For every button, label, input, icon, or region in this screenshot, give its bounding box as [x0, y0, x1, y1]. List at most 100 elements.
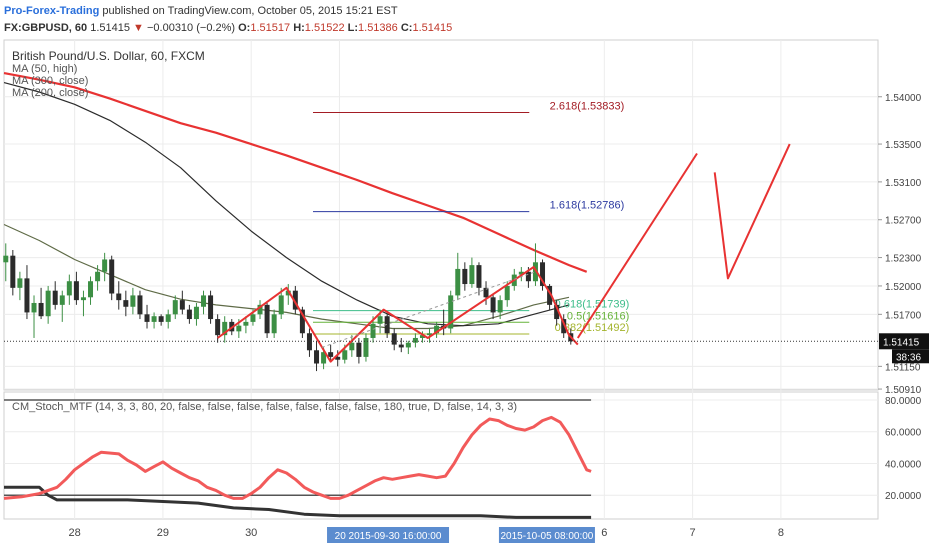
low-value: 1.51386	[358, 22, 398, 34]
last-price-badge	[879, 333, 929, 350]
candle-body	[448, 295, 454, 329]
countdown-text: 38:36	[896, 352, 921, 363]
x-tick-label: 30	[245, 527, 257, 539]
author-link[interactable]: Pro-Forex-Trading	[4, 5, 100, 17]
candle-body	[540, 262, 546, 286]
candle-body	[412, 337, 418, 343]
fib-level-label: 0.618(1.51739)	[555, 299, 630, 311]
candle-body	[31, 302, 37, 313]
candle-body	[469, 265, 475, 285]
candle-body	[116, 293, 122, 301]
candle-body	[504, 285, 510, 301]
candle-body	[59, 295, 65, 305]
y-tick-label: 1.52700	[885, 216, 922, 227]
candle-body	[497, 300, 503, 313]
open-value: 1.51517	[250, 22, 291, 34]
candle-body	[377, 316, 383, 324]
candle-body	[356, 342, 362, 357]
candle-body	[518, 271, 524, 275]
x-tick-label: 28	[69, 527, 81, 539]
candle-body	[66, 281, 72, 296]
stoch-tick-label: 40.0000	[885, 459, 922, 470]
candle-body	[285, 290, 291, 296]
candle-body	[52, 290, 58, 305]
symbol-label: FX:GBPUSD, 60	[4, 22, 88, 34]
candle-body	[109, 259, 115, 294]
candle-body	[271, 314, 277, 334]
candle-body	[384, 316, 390, 334]
ma-200-close-line	[3, 72, 588, 273]
candle-body	[278, 295, 284, 315]
high-value: 1.51522	[304, 22, 345, 34]
candle-body	[363, 337, 369, 357]
candle-body	[257, 304, 263, 315]
candle-body	[455, 268, 461, 296]
candle-body	[434, 325, 440, 334]
legend-ma-300: MA (300, close)	[12, 75, 89, 87]
pattern-zigzag-line	[217, 266, 579, 363]
candle-body	[95, 271, 101, 282]
stoch-k-line	[3, 415, 592, 500]
candle-body	[179, 300, 185, 310]
candle-body	[321, 352, 327, 364]
y-tick-label: 1.53500	[885, 140, 922, 151]
candle-body	[299, 309, 305, 334]
price-change: −0.00310 (−0.2%)	[146, 22, 236, 34]
stoch-pane	[3, 391, 879, 520]
time-badge-text: 2015-10-05 08:00:00	[501, 531, 594, 542]
last-price: 1.51415	[90, 22, 130, 34]
candle-body	[10, 255, 16, 288]
y-tick-label: 1.51150	[885, 362, 921, 373]
fib-level-label: 2.618(1.53833)	[550, 101, 625, 113]
candle-body	[208, 295, 214, 320]
candle-body	[490, 297, 496, 313]
candle-body	[419, 335, 425, 338]
main-legend: British Pound/U.S. Dollar, 60, FXCM MA (…	[12, 49, 205, 99]
candle-body	[349, 342, 355, 351]
publish-line: Pro-Forex-Trading published on TradingVi…	[4, 5, 398, 17]
candle-body	[243, 321, 249, 326]
projection-leg-b	[713, 143, 791, 280]
candle-body	[151, 316, 157, 322]
fib-level-label: 0.5(1.51616)	[567, 310, 629, 322]
low-label: L:	[347, 22, 359, 34]
candle-body	[554, 304, 560, 320]
candle-body	[17, 278, 23, 288]
candle-body	[483, 287, 489, 298]
candle-body	[38, 302, 44, 317]
ma-300-close-line	[3, 82, 570, 327]
stoch-legend: CM_Stoch_MTF (14, 3, 3, 80, 20, false, f…	[12, 401, 518, 413]
candle-body	[335, 356, 341, 360]
y-tick-label: 1.54000	[885, 93, 922, 104]
trend-dashed-line	[321, 271, 536, 348]
change-down-icon: ▼	[133, 22, 144, 34]
candle-body	[525, 271, 531, 282]
time-badge-text: 20 2015-09-30 16:00:00	[335, 531, 442, 542]
candle-body	[370, 323, 376, 338]
candle-body	[222, 321, 228, 336]
candle-body	[144, 314, 150, 322]
stoch-tick-label: 60.0000	[885, 428, 922, 439]
candle-body	[130, 295, 136, 307]
candle-body	[314, 350, 320, 364]
candle-body	[80, 297, 86, 301]
legend-ma-200: MA (200, close)	[12, 87, 89, 99]
candle-body	[306, 333, 312, 351]
candle-body	[137, 295, 143, 315]
candle-body	[405, 342, 411, 348]
y-tick-label: 1.53100	[885, 178, 922, 189]
fib-level-label: 0.382(1.51492)	[555, 322, 630, 334]
x-tick-label: 7	[690, 527, 696, 539]
countdown-badge	[892, 349, 929, 364]
candle-body	[88, 281, 94, 298]
candle-body	[547, 285, 553, 305]
pattern-drawings	[217, 143, 791, 363]
chart-header: Pro-Forex-Trading published on TradingVi…	[0, 0, 932, 40]
time-badge	[498, 527, 595, 543]
candle-body	[398, 344, 404, 348]
high-label: H:	[293, 22, 305, 34]
instrument-title: British Pound/U.S. Dollar, 60, FXCM	[12, 49, 205, 63]
candle-body	[73, 281, 79, 301]
candle-body	[215, 319, 221, 336]
